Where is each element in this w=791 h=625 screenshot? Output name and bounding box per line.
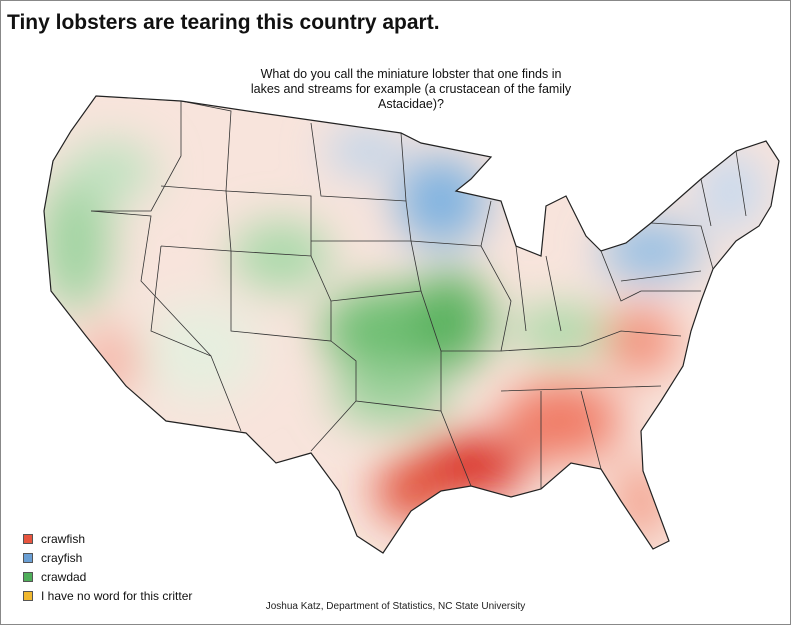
legend-label: crayfish bbox=[41, 550, 83, 565]
credit: Joshua Katz, Department of Statistics, N… bbox=[265, 601, 526, 612]
legend-label: crawfish bbox=[41, 531, 86, 546]
state-borders bbox=[90, 96, 747, 489]
legend: crawfish crayfish crawdad I have no word fo… bbox=[23, 529, 192, 605]
legend-label: I have no word for this critter bbox=[41, 588, 193, 603]
question-line: What do you call the miniature lobster t… bbox=[260, 67, 562, 81]
legend-swatch bbox=[23, 533, 33, 544]
question: What do you call the miniature lobster t… bbox=[231, 67, 591, 112]
question-line: Astacidae)? bbox=[377, 97, 444, 111]
legend-swatch bbox=[23, 590, 33, 601]
legend-item: crawfish bbox=[23, 529, 192, 548]
legend-item: crawdad bbox=[23, 567, 192, 586]
legend-swatch bbox=[23, 571, 33, 582]
title: Tiny lobsters are tearing this country a… bbox=[7, 11, 440, 34]
legend-item: crayfish bbox=[23, 548, 192, 567]
legend-swatch bbox=[23, 552, 33, 563]
legend-item: I have no word for this critter bbox=[23, 586, 192, 605]
legend-label: crawdad bbox=[41, 569, 87, 584]
question-line: lakes and streams for example (a crustac… bbox=[250, 82, 572, 96]
